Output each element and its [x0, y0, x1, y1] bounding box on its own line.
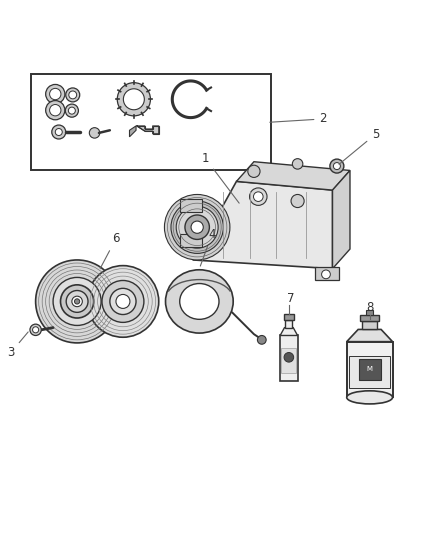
Bar	[180, 199, 201, 212]
Text: 6: 6	[100, 232, 120, 269]
Bar	[360, 314, 379, 321]
Text: 3: 3	[7, 332, 28, 359]
Circle shape	[258, 335, 266, 344]
Bar	[359, 359, 381, 380]
Circle shape	[46, 101, 65, 120]
Ellipse shape	[347, 391, 392, 404]
Circle shape	[292, 159, 303, 169]
Bar	[350, 356, 390, 388]
Circle shape	[164, 195, 230, 260]
Circle shape	[32, 327, 39, 333]
Polygon shape	[137, 126, 159, 134]
Bar	[31, 75, 272, 171]
Circle shape	[55, 128, 62, 135]
Bar	[180, 234, 201, 247]
Circle shape	[49, 88, 61, 100]
Circle shape	[284, 352, 293, 362]
Circle shape	[30, 324, 41, 335]
Circle shape	[35, 260, 119, 343]
Polygon shape	[130, 126, 136, 137]
Bar	[280, 335, 297, 381]
Circle shape	[60, 285, 94, 318]
Text: M: M	[367, 366, 373, 373]
Circle shape	[333, 163, 340, 169]
Polygon shape	[237, 161, 350, 190]
Polygon shape	[347, 329, 392, 342]
Circle shape	[124, 89, 145, 110]
Text: 1: 1	[201, 152, 239, 203]
Text: 2: 2	[270, 112, 327, 125]
Text: 8: 8	[366, 302, 373, 314]
Circle shape	[254, 192, 263, 201]
Circle shape	[46, 84, 65, 103]
Circle shape	[102, 280, 144, 322]
Bar	[282, 348, 296, 374]
Circle shape	[117, 83, 150, 116]
Circle shape	[116, 294, 130, 309]
Ellipse shape	[180, 284, 219, 319]
Circle shape	[110, 288, 136, 314]
Bar	[347, 342, 392, 398]
Text: 4: 4	[200, 228, 215, 266]
Bar	[286, 320, 292, 328]
Polygon shape	[280, 328, 297, 335]
Bar	[366, 310, 373, 314]
Bar	[284, 313, 294, 320]
Circle shape	[69, 91, 77, 99]
Circle shape	[250, 188, 267, 205]
Circle shape	[171, 201, 223, 253]
Circle shape	[191, 221, 203, 233]
Circle shape	[68, 107, 75, 114]
Circle shape	[49, 104, 61, 116]
Circle shape	[248, 165, 260, 177]
Text: 7: 7	[287, 292, 295, 305]
Polygon shape	[193, 181, 332, 269]
Bar	[362, 321, 377, 329]
Circle shape	[72, 296, 82, 306]
Circle shape	[321, 270, 330, 279]
Polygon shape	[332, 171, 350, 269]
Circle shape	[185, 215, 209, 239]
Circle shape	[89, 128, 100, 138]
Circle shape	[330, 159, 344, 173]
Circle shape	[66, 88, 80, 102]
Circle shape	[87, 265, 159, 337]
Bar	[315, 266, 339, 280]
Circle shape	[176, 206, 218, 248]
Ellipse shape	[166, 270, 233, 333]
Text: 5: 5	[339, 128, 379, 164]
Circle shape	[65, 104, 78, 117]
Circle shape	[74, 299, 80, 304]
Circle shape	[53, 277, 101, 326]
Circle shape	[66, 290, 88, 312]
Circle shape	[291, 195, 304, 207]
Circle shape	[52, 125, 66, 139]
